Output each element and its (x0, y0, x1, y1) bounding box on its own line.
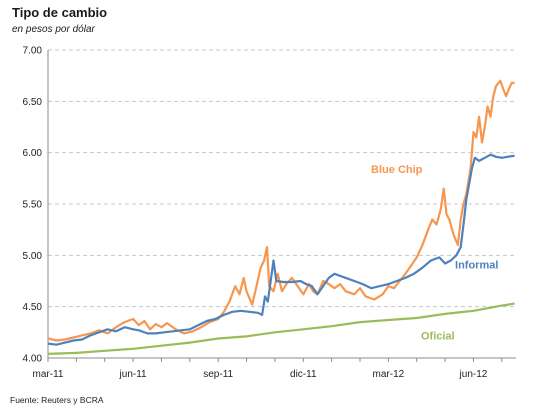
source-note: Fuente: Reuters y BCRA (10, 395, 104, 405)
x-tick-label: mar-11 (33, 369, 64, 380)
y-tick-label: 7.00 (23, 46, 43, 57)
x-tick-label: mar-12 (373, 369, 405, 380)
series-labels: Oficial Blue Chip Informal (371, 164, 498, 342)
x-tick-label: jun-11 (119, 369, 147, 380)
chart-title: Tipo de cambio (12, 5, 108, 20)
y-tick-label: 5.00 (23, 251, 43, 262)
x-tick-label: dic-11 (290, 369, 317, 380)
x-tick-label: sep-11 (203, 369, 233, 380)
series-label-informal: Informal (455, 260, 498, 272)
chart-subtitle: en pesos por dólar (12, 24, 95, 35)
series-line-blue-chip (47, 79, 515, 342)
y-tick-label: 4.50 (23, 302, 43, 313)
x-tick-label: jun-12 (459, 369, 488, 380)
series-lines (47, 79, 515, 355)
y-tick-label: 5.50 (23, 200, 43, 211)
series-label-blue-chip: Blue Chip (371, 164, 423, 176)
series-label-oficial: Oficial (421, 331, 455, 343)
series-line-oficial (47, 302, 515, 355)
axes: 4.00 4.50 5.00 5.50 6.00 6.50 7.00 mar-11 jun-11… (23, 46, 516, 380)
y-tick-label: 6.00 (23, 148, 43, 159)
y-tick-label: 4.00 (23, 354, 43, 365)
y-tick-label: 6.50 (23, 97, 43, 108)
series-line-informal (47, 153, 515, 346)
grid (48, 49, 516, 308)
